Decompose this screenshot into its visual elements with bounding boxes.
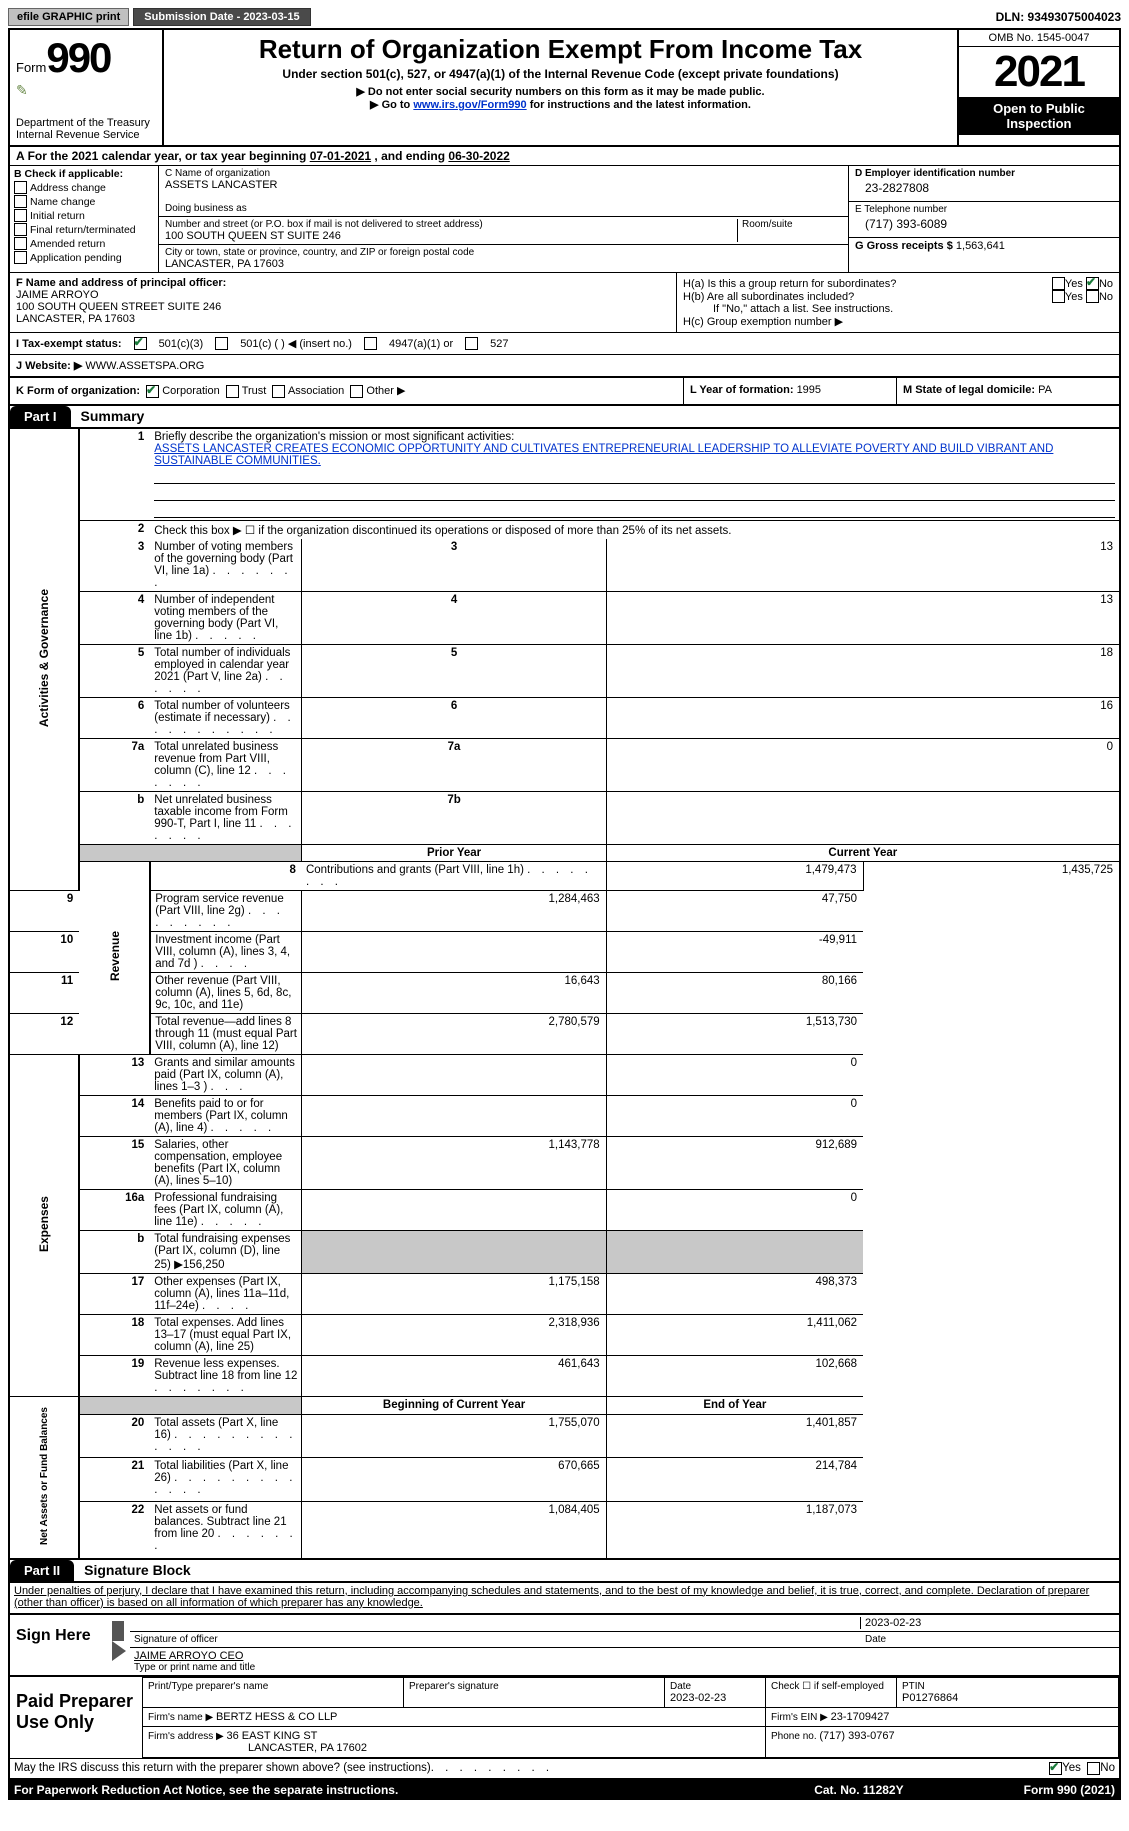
date-label: Date: [865, 1634, 1115, 1645]
discuss-row: May the IRS discuss this return with the…: [10, 1758, 1119, 1778]
declaration-text: Under penalties of perjury, I declare th…: [10, 1581, 1119, 1611]
chk-other[interactable]: [350, 385, 363, 398]
arrow-icon: [112, 1641, 126, 1661]
vtab-activities: Activities & Governance: [35, 581, 53, 735]
check-final-return[interactable]: [14, 223, 27, 236]
irs-link[interactable]: www.irs.gov/Form990: [413, 99, 526, 111]
summary-table: Activities & Governance 1 Briefly descri…: [10, 429, 1119, 1558]
discuss-yes[interactable]: [1049, 1762, 1062, 1775]
city-value: LANCASTER, PA 17603: [165, 258, 842, 270]
street-label: Number and street (or P.O. box if mail i…: [165, 219, 733, 230]
form-of-org-row: K Form of organization: Corporation Trus…: [10, 378, 684, 404]
paperwork-notice: For Paperwork Reduction Act Notice, see …: [14, 1783, 398, 1797]
dept-treasury: Department of the Treasury: [16, 117, 156, 129]
gross-receipts-value: 1,563,641: [956, 240, 1005, 252]
chk-corporation[interactable]: [146, 385, 159, 398]
chk-association[interactable]: [272, 385, 285, 398]
phone-label: E Telephone number: [855, 204, 1113, 215]
chk-4947[interactable]: [364, 337, 377, 350]
officer-name: JAIME ARROYO CEO: [134, 1650, 1115, 1662]
state-domicile: M State of legal domicile: PA: [897, 378, 1119, 404]
form-number: 990: [46, 34, 110, 81]
line2-text: Check this box ▶ ☐ if the organization d…: [150, 520, 1119, 539]
column-b-checkboxes: B Check if applicable: Address change Na…: [10, 166, 159, 272]
year-formation: L Year of formation: 1995: [684, 378, 897, 404]
pen-icon: ✎: [16, 82, 156, 99]
group-return-box: H(a) Is this a group return for subordin…: [677, 273, 1119, 332]
check-address-change[interactable]: [14, 181, 27, 194]
sig-officer-label: Signature of officer: [134, 1634, 865, 1645]
omb-number: OMB No. 1545-0047: [959, 30, 1119, 47]
principal-officer-box: F Name and address of principal officer:…: [10, 273, 677, 332]
part-1-title: Summary: [71, 408, 145, 424]
dba-label: Doing business as: [165, 203, 842, 214]
type-name-label: Type or print name and title: [134, 1662, 1115, 1673]
vtab-revenue: Revenue: [106, 923, 124, 989]
hb-yes[interactable]: [1052, 290, 1065, 303]
ha-yes[interactable]: [1052, 277, 1065, 290]
ein-value: 23-2827808: [855, 179, 1113, 199]
form-footer: Form 990 (2021): [1024, 1783, 1115, 1797]
discuss-no[interactable]: [1087, 1762, 1100, 1775]
part-1-tab: Part I: [10, 406, 71, 427]
org-name: ASSETS LANCASTER: [165, 179, 842, 191]
sig-date: 2023-02-23: [860, 1617, 1115, 1629]
line1-label: Briefly describe the organization's miss…: [154, 431, 514, 443]
check-amended-return[interactable]: [14, 237, 27, 250]
form-word: Form: [16, 60, 46, 75]
gross-receipts-label: G Gross receipts $: [855, 240, 956, 252]
paid-preparer-label: Paid Preparer Use Only: [10, 1677, 142, 1758]
tax-exempt-row: I Tax-exempt status: 501(c)(3) 501(c) ( …: [10, 333, 1119, 355]
header-right: OMB No. 1545-0047 2021 Open to Public In…: [957, 30, 1119, 145]
chk-527[interactable]: [465, 337, 478, 350]
form-subtitle: Under section 501(c), 527, or 4947(a)(1)…: [174, 67, 947, 81]
street-value: 100 SOUTH QUEEN ST SUITE 246: [165, 230, 733, 242]
vtab-net-assets: Net Assets or Fund Balances: [37, 1399, 52, 1553]
phone-value: (717) 393-6089: [855, 215, 1113, 235]
chk-501c3[interactable]: [134, 337, 147, 350]
form-title: Return of Organization Exempt From Incom…: [174, 34, 947, 65]
efile-print-button[interactable]: efile GRAPHIC print: [8, 8, 129, 26]
sign-here-label: Sign Here: [10, 1615, 112, 1675]
part-2-tab: Part II: [10, 1560, 74, 1581]
calendar-year-row: A For the 2021 calendar year, or tax yea…: [10, 147, 1119, 166]
chk-trust[interactable]: [226, 385, 239, 398]
ein-label: D Employer identification number: [855, 168, 1113, 179]
open-to-public: Open to Public Inspection: [959, 97, 1119, 135]
dln-label: DLN: 93493075004023: [996, 10, 1121, 24]
vtab-expenses: Expenses: [35, 1188, 53, 1260]
form-id-box: Form990 ✎ Department of the Treasury Int…: [10, 30, 164, 145]
dept-irs: Internal Revenue Service: [16, 129, 156, 141]
check-initial-return[interactable]: [14, 209, 27, 222]
part-2-title: Signature Block: [74, 1562, 191, 1578]
tax-year: 2021: [959, 47, 1119, 97]
header-note-2: ▶ Go to www.irs.gov/Form990 for instruct…: [174, 98, 947, 111]
check-name-change[interactable]: [14, 195, 27, 208]
hb-no[interactable]: [1086, 290, 1099, 303]
ha-no[interactable]: [1086, 277, 1099, 290]
header-center: Return of Organization Exempt From Incom…: [164, 30, 957, 145]
submission-date-button[interactable]: Submission Date - 2023-03-15: [133, 8, 310, 26]
room-label: Room/suite: [742, 219, 842, 230]
header-note-1: ▶ Do not enter social security numbers o…: [174, 85, 947, 98]
cat-no: Cat. No. 11282Y: [814, 1783, 903, 1797]
mission-text[interactable]: ASSETS LANCASTER CREATES ECONOMIC OPPORT…: [154, 443, 1053, 467]
city-label: City or town, state or province, country…: [165, 247, 842, 258]
website-row: J Website: ▶ WWW.ASSETSPA.ORG: [10, 355, 1119, 378]
org-name-label: C Name of organization: [165, 168, 842, 179]
chk-501c[interactable]: [215, 337, 228, 350]
check-application-pending[interactable]: [14, 251, 27, 264]
